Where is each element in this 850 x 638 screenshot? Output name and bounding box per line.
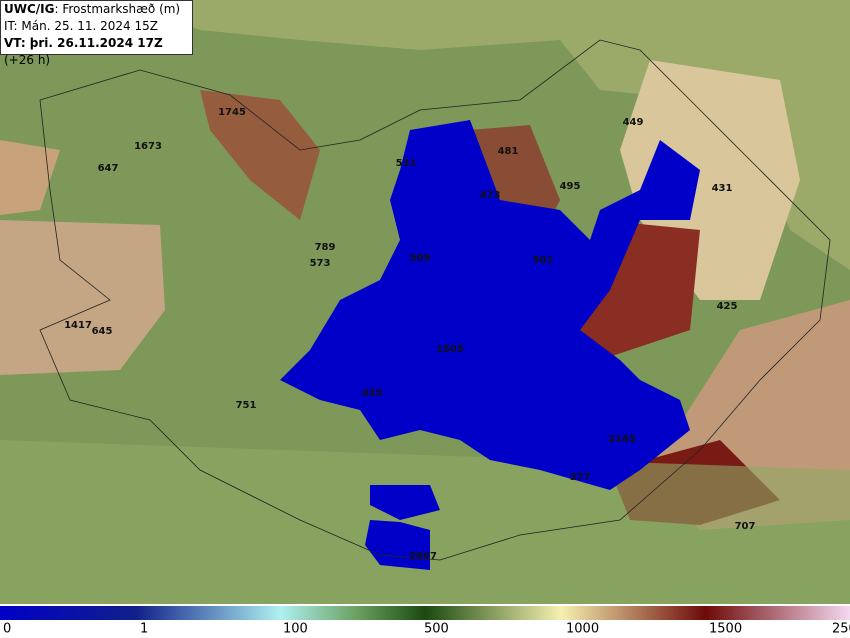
- map-label: 751: [236, 400, 257, 411]
- map-label: 425: [717, 301, 738, 312]
- map-label: 2867: [409, 551, 437, 562]
- colorbar-tick-label: 1: [140, 622, 148, 637]
- map-label: 531: [396, 158, 417, 169]
- map-label: 501: [533, 255, 554, 266]
- map-label: 431: [712, 183, 733, 194]
- terrain-patch: [0, 140, 60, 215]
- coastline: [39, 39, 831, 561]
- map-label: 789: [315, 242, 336, 253]
- terrain-patch: [0, 220, 165, 375]
- map-label: 481: [498, 146, 519, 157]
- issue-time: IT: Mán. 25. 11. 2024 15Z: [4, 19, 158, 33]
- terrain-patch: [0, 440, 850, 604]
- field-name: : Frostmarkshæð (m): [54, 2, 181, 16]
- map-label: 1745: [218, 107, 246, 118]
- map-label: 645: [92, 326, 113, 337]
- colorbar-tick-label: 500: [424, 622, 449, 637]
- map-label: 449: [623, 117, 644, 128]
- map-label: 647: [98, 163, 119, 174]
- map-label: 1505: [436, 344, 464, 355]
- colorbar-tick-label: 0: [3, 622, 11, 637]
- header: UWC/IG: Frostmarkshæð (m) IT: Mán. 25. 1…: [0, 0, 193, 67]
- map-label: 495: [560, 181, 581, 192]
- map-label: 473: [480, 190, 501, 201]
- colorbar-tick-label: 1000: [566, 622, 599, 637]
- colorbar: [0, 606, 850, 620]
- header-line: VT: þri. 26.11.2024 17Z (+26 h): [4, 35, 192, 69]
- colorbar-tick-label: 1500: [709, 622, 742, 637]
- header-line: UWC/IG: Frostmarkshæð (m): [4, 1, 192, 18]
- model-name: UWC/IG: [4, 2, 55, 16]
- colorbar-tick-label: 2500: [832, 622, 850, 637]
- map-label: 573: [310, 258, 331, 269]
- valid-time: VT: þri. 26.11.2024 17Z: [4, 36, 163, 50]
- map-label: 1673: [134, 141, 162, 152]
- map-label: 2165: [608, 434, 636, 445]
- lead-time: (+26 h): [4, 53, 51, 67]
- snow-region: [365, 485, 440, 570]
- map-label: 577: [570, 472, 591, 483]
- map-label: 509: [410, 253, 431, 264]
- map-label: 707: [735, 521, 756, 532]
- snow-region: [280, 120, 700, 490]
- map-label: 435: [362, 388, 383, 399]
- terrain-patch: [200, 90, 320, 220]
- colorbar-tick-label: 100: [283, 622, 308, 637]
- map-label: 1417: [64, 320, 92, 331]
